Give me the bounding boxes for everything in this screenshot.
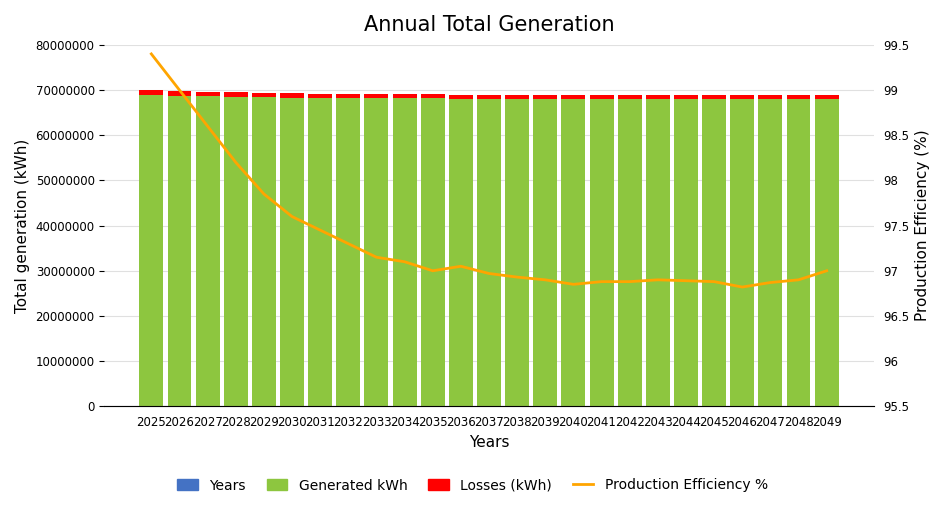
- Bar: [477, 99, 500, 407]
- Legend: Years, Generated kWh, Losses (kWh), Production Efficiency %: Years, Generated kWh, Losses (kWh), Prod…: [172, 473, 772, 498]
- Production Efficiency %: [539, 277, 550, 283]
- Production Efficiency %: [623, 279, 634, 285]
- Production Efficiency %: [174, 87, 185, 93]
- Production Efficiency %: [145, 51, 157, 57]
- Title: Annual Total Generation: Annual Total Generation: [363, 15, 614, 35]
- Bar: [561, 99, 584, 407]
- Production Efficiency %: [258, 191, 269, 197]
- Bar: [701, 95, 725, 99]
- Production Efficiency %: [820, 268, 832, 274]
- Bar: [785, 95, 810, 99]
- Bar: [139, 95, 163, 407]
- Production Efficiency %: [427, 268, 438, 274]
- Bar: [673, 95, 698, 99]
- Bar: [477, 95, 500, 99]
- Production Efficiency %: [596, 279, 607, 285]
- Production Efficiency %: [764, 279, 775, 285]
- Bar: [814, 95, 837, 99]
- Bar: [758, 99, 782, 407]
- Bar: [561, 95, 584, 99]
- Bar: [224, 97, 247, 407]
- Bar: [532, 99, 557, 407]
- Bar: [448, 94, 472, 98]
- Line: Production Efficiency %: Production Efficiency %: [151, 54, 826, 287]
- Bar: [195, 92, 219, 96]
- Bar: [252, 93, 276, 97]
- Production Efficiency %: [398, 259, 410, 265]
- Bar: [532, 95, 557, 99]
- Bar: [645, 95, 669, 99]
- Bar: [758, 95, 782, 99]
- Production Efficiency %: [511, 274, 522, 280]
- Bar: [448, 98, 472, 407]
- Bar: [420, 94, 445, 98]
- Bar: [308, 93, 331, 98]
- Bar: [589, 95, 613, 99]
- Bar: [701, 99, 725, 407]
- Bar: [730, 95, 753, 99]
- Production Efficiency %: [455, 263, 466, 269]
- Bar: [252, 97, 276, 407]
- Bar: [336, 94, 360, 98]
- Production Efficiency %: [482, 271, 494, 277]
- Bar: [279, 97, 304, 407]
- Bar: [814, 99, 837, 407]
- Bar: [336, 98, 360, 407]
- Bar: [589, 99, 613, 407]
- Bar: [139, 90, 163, 95]
- Y-axis label: Total generation (kWh): Total generation (kWh): [15, 138, 30, 313]
- Bar: [364, 98, 388, 407]
- Production Efficiency %: [343, 241, 354, 247]
- Y-axis label: Production Efficiency (%): Production Efficiency (%): [914, 130, 929, 321]
- Production Efficiency %: [651, 277, 663, 283]
- Bar: [167, 91, 192, 96]
- Production Efficiency %: [567, 281, 579, 287]
- Bar: [617, 95, 641, 99]
- Production Efficiency %: [792, 277, 803, 283]
- Production Efficiency %: [680, 278, 691, 284]
- Bar: [617, 99, 641, 407]
- Production Efficiency %: [314, 227, 326, 233]
- Bar: [392, 98, 416, 407]
- Bar: [505, 99, 529, 407]
- Bar: [195, 96, 219, 407]
- Bar: [279, 93, 304, 97]
- Bar: [308, 98, 331, 407]
- Bar: [364, 94, 388, 98]
- Bar: [505, 95, 529, 99]
- Bar: [167, 96, 192, 407]
- Production Efficiency %: [708, 279, 719, 285]
- Bar: [645, 99, 669, 407]
- Bar: [420, 98, 445, 407]
- Bar: [730, 99, 753, 407]
- X-axis label: Years: Years: [468, 435, 509, 449]
- Bar: [673, 99, 698, 407]
- Bar: [785, 99, 810, 407]
- Bar: [224, 92, 247, 97]
- Production Efficiency %: [202, 123, 213, 129]
- Production Efficiency %: [735, 284, 747, 290]
- Production Efficiency %: [370, 254, 381, 260]
- Production Efficiency %: [229, 159, 241, 165]
- Bar: [392, 94, 416, 98]
- Production Efficiency %: [286, 214, 297, 220]
